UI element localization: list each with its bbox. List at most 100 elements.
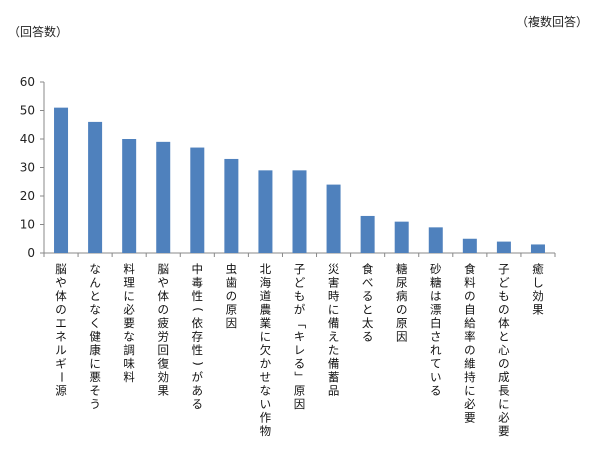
category-label-char: 因 bbox=[226, 316, 238, 330]
category-label-char: 回 bbox=[157, 343, 169, 357]
bar bbox=[360, 215, 375, 253]
bars bbox=[54, 107, 545, 254]
category-label-char: ) bbox=[191, 361, 205, 366]
category-label-char: 物 bbox=[260, 424, 272, 438]
category-label-char: 蓄 bbox=[328, 370, 340, 384]
category-label-char: 食 bbox=[362, 262, 374, 276]
bar bbox=[530, 244, 545, 253]
category-label-char: る bbox=[362, 330, 374, 344]
category-label-char: 時 bbox=[328, 289, 340, 303]
category-label-char: や bbox=[157, 276, 169, 290]
category-label-char: 理 bbox=[123, 276, 135, 290]
category-label-char: 自 bbox=[464, 303, 476, 317]
category-label-char: 太 bbox=[362, 316, 374, 330]
category-label-char: 必 bbox=[498, 411, 510, 425]
category-label-char: と bbox=[362, 303, 374, 317]
category-label-char: の bbox=[498, 357, 510, 371]
bar bbox=[462, 238, 477, 253]
category-label-char: 効 bbox=[532, 289, 544, 303]
x-axis bbox=[43, 252, 556, 257]
category-label-char: 味 bbox=[123, 357, 135, 371]
category-label-char: 必 bbox=[464, 397, 476, 411]
category-label-char: た bbox=[328, 343, 340, 357]
category-label-char: 維 bbox=[464, 357, 476, 371]
multiple-answer-note: （複数回答） bbox=[516, 14, 588, 29]
category-label-char: が bbox=[192, 370, 204, 384]
category-label-char: う bbox=[89, 397, 101, 411]
category-label-char: に bbox=[260, 330, 272, 344]
category-label-char: に bbox=[123, 289, 135, 303]
category-label-char: 因 bbox=[396, 330, 408, 344]
category-label-char: 欠 bbox=[260, 343, 272, 357]
category-label-char: 疲 bbox=[157, 316, 169, 330]
category-label-char: い bbox=[260, 397, 272, 411]
category-label-char: 体 bbox=[157, 289, 169, 303]
category-label-char: 歯 bbox=[226, 276, 238, 290]
category-label-char: 」 bbox=[293, 371, 307, 383]
category-label-char: 率 bbox=[464, 330, 476, 344]
category-label-char: 漂 bbox=[430, 303, 442, 317]
category-label-char: 備 bbox=[328, 316, 340, 330]
category-label-char: ネ bbox=[55, 330, 67, 344]
category-label-char: 品 bbox=[328, 384, 340, 398]
category-label-char: 「 bbox=[293, 317, 307, 329]
category-label-char: か bbox=[260, 357, 272, 371]
bar bbox=[54, 107, 69, 254]
category-label-char: 北 bbox=[260, 262, 272, 276]
category-label-char: 害 bbox=[328, 276, 340, 290]
category-label-char: 作 bbox=[260, 411, 272, 425]
category-label-char: も bbox=[498, 289, 510, 303]
category-label-char: 糖 bbox=[430, 276, 442, 290]
category-label-char: 病 bbox=[396, 289, 408, 303]
category-label-char: ど bbox=[294, 276, 306, 290]
category-label-char: に bbox=[464, 384, 476, 398]
y-tick-label: 50 bbox=[20, 104, 35, 118]
category-label-char: の bbox=[157, 303, 169, 317]
category-label-char: 因 bbox=[294, 397, 306, 411]
category-label-char: 健 bbox=[89, 330, 101, 344]
category-label-char: 復 bbox=[157, 357, 169, 371]
category-label-char: に bbox=[498, 397, 510, 411]
category-label-char: や bbox=[55, 276, 67, 290]
category-label-char: ど bbox=[498, 276, 510, 290]
category-label-char: な bbox=[89, 262, 101, 276]
category-label-char: 白 bbox=[430, 316, 442, 330]
category-label-char: 労 bbox=[157, 330, 169, 344]
category-label-char: て bbox=[430, 357, 442, 371]
category-label-char: え bbox=[328, 330, 340, 344]
category-label-char: 備 bbox=[328, 357, 340, 371]
category-label-char: と bbox=[89, 289, 101, 303]
category-label-char: 要 bbox=[498, 424, 510, 438]
category-label-char: 子 bbox=[498, 262, 510, 276]
category-label-char: 給 bbox=[464, 316, 476, 330]
category-label-char: 性 bbox=[192, 289, 204, 303]
category-label-char: 子 bbox=[294, 262, 306, 276]
category-label-char: 原 bbox=[396, 316, 408, 330]
category-label-char: せ bbox=[260, 370, 272, 384]
category-label-char: が bbox=[294, 303, 306, 317]
category-label-char: な bbox=[89, 303, 101, 317]
bar bbox=[292, 170, 307, 253]
category-label-char: 海 bbox=[260, 276, 272, 290]
category-label-char: 糖 bbox=[396, 262, 408, 276]
category-label-char: 料 bbox=[123, 370, 135, 384]
y-tick-label: 10 bbox=[20, 218, 35, 232]
category-label-char: 道 bbox=[260, 289, 272, 303]
category-label-char: キ bbox=[294, 330, 306, 344]
category-label-char: 食 bbox=[464, 262, 476, 276]
y-tick-label: 20 bbox=[20, 189, 35, 203]
category-label-char: る bbox=[430, 384, 442, 398]
category-label-char: 業 bbox=[260, 316, 272, 330]
y-tick-label: 30 bbox=[20, 161, 35, 175]
category-label-char: さ bbox=[430, 330, 442, 344]
category-label-char: 虫 bbox=[226, 262, 238, 276]
y-tick-label: 0 bbox=[27, 246, 35, 260]
y-tick-label: 40 bbox=[20, 132, 35, 146]
